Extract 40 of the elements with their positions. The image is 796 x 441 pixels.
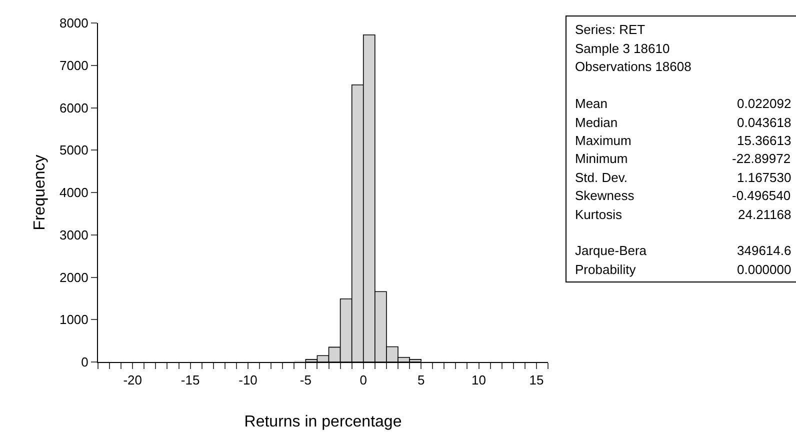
y-tick-label: 3000: [59, 227, 88, 242]
text: Mean: [575, 96, 608, 111]
text: Probability: [575, 262, 636, 277]
x-tick-label: 5: [417, 372, 425, 388]
text: Maximum: [575, 133, 632, 148]
x-tick-label: 0: [360, 372, 367, 388]
y-tick-label: 8000: [59, 16, 88, 31]
text: Minimum: [575, 151, 628, 166]
x-axis-title: Returns in percentage: [244, 413, 402, 430]
y-tick-label: 7000: [59, 58, 88, 73]
y-tick-label: 4000: [59, 185, 88, 200]
text: -22.89972: [732, 151, 791, 166]
text: 0.043618: [737, 115, 792, 130]
text: 349614.6: [737, 243, 792, 258]
text: Median: [575, 115, 618, 130]
text: Jarque-Bera: [575, 243, 648, 258]
text: 1.167530: [737, 170, 792, 185]
x-tick-label: -15: [180, 372, 200, 388]
y-axis-title: Frequency: [31, 154, 48, 230]
text: Std. Dev.: [575, 170, 628, 185]
y-tick-label: 2000: [59, 270, 88, 285]
x-tick-label: 10: [472, 372, 486, 388]
x-tick-label: -20: [123, 372, 142, 388]
text: 0.000000: [737, 262, 792, 277]
y-tick-label: 6000: [59, 100, 88, 116]
text: Series: RET: [575, 22, 646, 37]
text: Sample 3 18610: [575, 41, 670, 56]
y-tick-label: 0: [81, 354, 88, 370]
text: 15.36613: [737, 133, 792, 148]
y-tick-label: 1000: [59, 312, 88, 328]
x-tick-label: -5: [300, 372, 312, 388]
text: -0.496540: [732, 188, 791, 203]
text: Skewness: [575, 188, 635, 203]
text: 24.21168: [738, 207, 792, 222]
x-tick-label: 15: [529, 372, 544, 388]
text: Kurtosis: [575, 207, 622, 222]
x-tick-label: -10: [238, 372, 258, 388]
y-tick-label: 5000: [59, 142, 88, 158]
text: Observations 18608: [575, 59, 692, 74]
text: 0.022092: [737, 96, 792, 111]
